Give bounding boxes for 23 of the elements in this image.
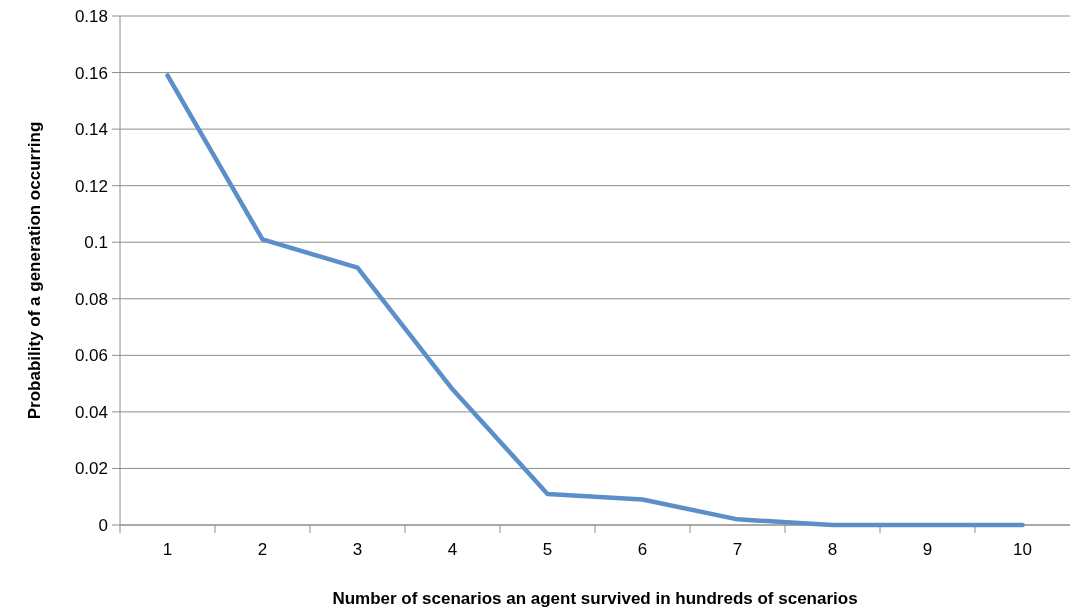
y-tick-label: 0.14	[74, 120, 108, 140]
x-tick-label: 7	[732, 540, 743, 559]
y-tick-label: 0	[98, 515, 108, 535]
y-tick-label: 0.18	[74, 6, 108, 26]
y-tick-label: 0.02	[74, 459, 108, 479]
x-tick-label: 5	[542, 540, 553, 559]
line-series	[165, 73, 1025, 528]
x-tick-label: 2	[257, 540, 268, 559]
y-tick-label: 0.08	[74, 289, 108, 309]
y-tick-label: 0.12	[74, 176, 108, 196]
x-tick-label: 3	[352, 540, 363, 559]
x-tick-label: 6	[637, 540, 648, 559]
y-tick-label: 0.16	[74, 63, 108, 83]
x-tick-label: 1	[162, 540, 173, 559]
x-tick-label: 4	[447, 540, 458, 559]
y-tick-label: 0.06	[74, 346, 108, 366]
y-tick-label: 0.1	[84, 233, 108, 253]
x-tick-label: 9	[922, 540, 933, 559]
y-axis-title: Probability of a generation occurring	[25, 121, 44, 420]
x-tick-label: 10	[1013, 540, 1032, 559]
y-tick-label: 0.04	[74, 402, 108, 422]
x-tick-label: 8	[827, 540, 838, 559]
x-axis-title: Number of scenarios an agent survived in hundreds of scenarios	[332, 589, 858, 608]
